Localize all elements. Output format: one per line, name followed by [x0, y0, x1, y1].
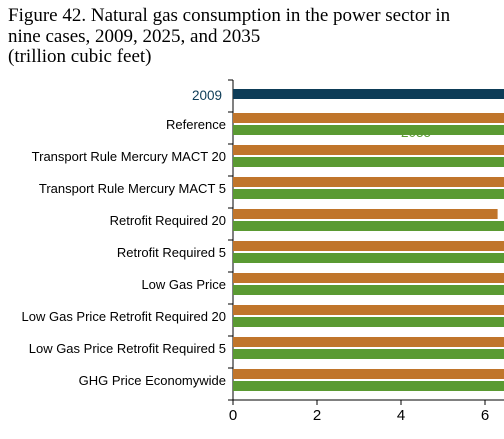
title-line-3: (trillion cubic feet)	[8, 46, 152, 67]
category-label: Low Gas Price Retrofit Required 20	[22, 309, 226, 324]
bar-2025	[233, 273, 504, 283]
bar-2025	[233, 145, 504, 155]
category-label: GHG Price Economywide	[79, 373, 226, 388]
bar-2025	[233, 369, 504, 379]
legend-2025: 2025	[401, 111, 431, 126]
legend-2035: 2035	[401, 125, 431, 140]
bar-2035	[233, 317, 504, 327]
x-tick-label: 6	[481, 407, 489, 424]
x-tick-label: 4	[397, 407, 405, 424]
x-tick-label: 0	[229, 407, 237, 424]
category-label: Transport Rule Mercury MACT 5	[39, 181, 226, 196]
category-label-2009: 2009	[192, 88, 222, 103]
bar-2025	[233, 113, 504, 123]
bar-2035	[233, 349, 504, 359]
bar-2035	[233, 125, 504, 135]
x-tick-label: 2	[313, 407, 321, 424]
category-label: Low Gas Price	[141, 277, 226, 292]
bar-2009	[233, 89, 504, 99]
bar-2025	[233, 241, 504, 251]
bar-2025	[233, 177, 504, 187]
bar-2035	[233, 157, 504, 167]
bar-2035	[233, 381, 504, 391]
category-label: Low Gas Price Retrofit Required 5	[29, 341, 226, 356]
bar-2035	[233, 253, 504, 263]
bar-2035	[233, 221, 504, 231]
title-line-2: nine cases, 2009, 2025, and 2035	[8, 25, 261, 47]
category-label: Transport Rule Mercury MACT 20	[32, 149, 226, 164]
chart-title: Figure 42. Natural gas consumption in th…	[8, 5, 500, 68]
category-label: Retrofit Required 5	[117, 245, 226, 260]
bar-2025	[233, 305, 504, 315]
bar-2035	[233, 285, 504, 295]
bar-2025	[233, 209, 498, 219]
bar-2035	[233, 189, 504, 199]
bar-2025	[233, 337, 504, 347]
category-label: Reference	[166, 117, 226, 132]
title-line-1: Figure 42. Natural gas consumption in th…	[8, 5, 451, 26]
category-label: Retrofit Required 20	[110, 213, 226, 228]
